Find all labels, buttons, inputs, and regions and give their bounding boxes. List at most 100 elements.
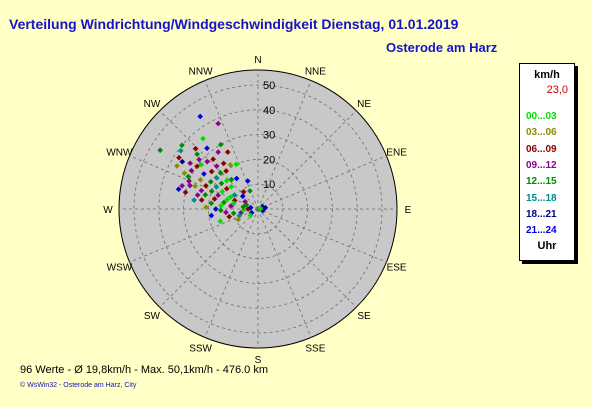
data-points [157,113,269,225]
spoke-10 [159,208,259,308]
spoke-9 [204,208,259,338]
data-point-37 [213,174,220,181]
data-point-30 [208,168,215,175]
legend-band-7: 21...24 [526,225,557,237]
summary-line: 96 Werte - Ø 19,8km/h - Max. 50,1km/h - … [20,364,268,376]
data-point-22 [186,178,192,184]
data-point-59 [218,202,224,209]
spoke-6 [257,208,357,308]
data-point-6 [179,158,186,165]
data-point-29 [201,171,207,177]
direction-label-nw: NW [144,99,161,110]
direction-label-nnw: NNW [189,66,213,77]
direction-label-sse: SSE [305,344,325,355]
legend-band-0: 00...03 [526,111,557,122]
data-point-78 [239,193,246,200]
data-point-16 [204,158,211,165]
radial-tick-labels: 10 20 30 40 50 [263,80,275,191]
data-point-55 [211,196,218,202]
legend-max-speed: 23,0 [546,84,568,96]
radial-tick-1: 20 [263,154,275,166]
data-point-68 [223,209,229,216]
data-point-21 [185,173,192,180]
data-point-69 [230,210,237,217]
credit-line: © WsWin32 - Osterode am Harz, City [20,382,137,389]
data-point-33 [227,161,234,168]
data-point-85 [262,204,269,211]
direction-label-se: SE [357,311,371,322]
data-point-38 [207,178,214,185]
spoke-13 [129,155,259,210]
legend-unit: km/h [534,69,560,81]
data-point-42 [191,197,197,203]
data-point-11 [204,145,210,152]
data-point-67 [217,207,224,214]
radial-tick-4: 50 [263,80,275,92]
direction-label-ne: NE [357,99,371,110]
legend-hours-label: Uhr [537,240,557,252]
radial-tick-2: 30 [263,130,275,142]
spoke-11 [129,208,259,263]
direction-label-n: N [254,55,261,66]
data-point-7 [187,160,193,167]
data-point-81 [247,204,254,211]
data-point-94 [244,178,251,184]
data-point-25 [175,186,182,193]
data-point-3 [174,163,180,169]
direction-label-wnw: WNW [106,148,133,159]
station-name: Osterode am Harz [386,40,498,55]
spoke-15 [204,80,259,210]
data-point-2 [157,147,164,154]
data-point-60 [221,199,227,206]
data-point-51 [228,183,235,190]
legend-band-5: 15...18 [526,192,557,204]
chart-title: Verteilung Windrichtung/Windgeschwindigk… [9,16,459,32]
data-point-48 [223,177,230,184]
spoke-7 [257,208,312,338]
legend-band-6: 18...21 [526,208,557,220]
data-point-70 [226,213,233,220]
data-point-12 [217,141,224,148]
data-point-34 [233,161,240,168]
data-point-46 [213,184,220,190]
data-point-35 [223,168,229,174]
spoke-3 [257,155,387,210]
data-point-79 [240,189,247,195]
data-point-14 [215,149,221,155]
data-point-32 [220,160,227,167]
data-point-73 [235,216,242,223]
spoke-14 [159,110,259,210]
legend-band-4: 12...15 [526,176,557,188]
data-point-41 [194,192,201,198]
direction-label-ssw: SSW [189,344,212,355]
data-point-28 [197,176,204,183]
data-point-77 [242,198,248,205]
direction-label-e: E [405,205,412,216]
data-point-45 [208,188,215,195]
data-point-27 [192,183,198,189]
direction-label-nne: NNE [305,66,326,77]
legend-band-3: 09...12 [526,159,557,171]
radial-ring-4 [133,84,383,334]
color-legend: km/h 23,0 00...03 03...06 06...09 09...12 12… [519,63,575,261]
data-point-91 [208,212,215,219]
data-point-61 [224,196,231,203]
legend-band-2: 06...09 [526,143,557,155]
data-point-31 [213,163,220,169]
data-point-52 [223,185,230,192]
data-point-19 [188,167,195,174]
data-point-57 [203,204,209,210]
direction-label-sw: SW [144,311,161,322]
direction-label-wsw: WSW [107,262,133,273]
data-point-18 [194,163,200,170]
data-point-62 [227,194,234,200]
direction-label-w: W [103,205,113,216]
data-point-56 [208,200,215,207]
data-point-93 [215,120,222,127]
data-point-92 [179,142,185,149]
data-point-4 [176,154,182,161]
radial-tick-3: 40 [263,105,275,117]
radial-tick-0: 10 [263,179,275,191]
spoke-1 [257,80,312,210]
